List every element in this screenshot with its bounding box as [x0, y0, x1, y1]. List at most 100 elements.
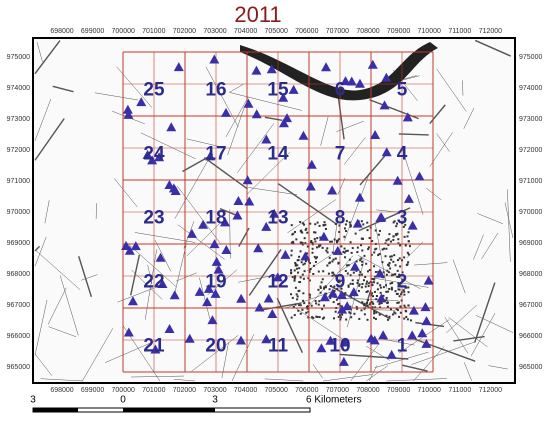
x-coordinate-label: 705000 — [265, 387, 288, 394]
urban-block — [315, 315, 318, 318]
urban-block — [328, 256, 331, 259]
cell-number: 1 — [397, 335, 408, 356]
urban-block — [379, 306, 382, 309]
roads — [34, 39, 514, 382]
x-coordinate-label: 704000 — [234, 387, 257, 394]
urban-block — [385, 314, 388, 317]
urban-block — [320, 281, 323, 284]
sample-point — [339, 337, 350, 347]
y-coordinate-label: 966000 — [519, 333, 542, 340]
urban-block — [303, 270, 306, 273]
sample-point — [392, 175, 403, 185]
road — [429, 104, 446, 125]
urban-block — [349, 225, 352, 228]
road — [307, 255, 354, 308]
urban-block — [291, 233, 294, 236]
y-coordinate-label: 968000 — [7, 271, 30, 278]
sample-point — [136, 97, 147, 107]
sample-point — [272, 272, 283, 282]
urban-block — [383, 247, 386, 250]
road — [474, 282, 496, 343]
urban-block — [299, 220, 302, 223]
urban-block — [333, 317, 336, 320]
urban-block — [302, 299, 305, 302]
urban-block — [319, 285, 322, 288]
urban-block — [397, 238, 400, 241]
urban-block — [367, 285, 370, 288]
urban-block — [302, 222, 305, 225]
urban-block — [407, 261, 410, 264]
sample-point — [282, 113, 293, 123]
road — [131, 269, 163, 300]
road — [140, 132, 196, 160]
urban-block — [321, 308, 324, 311]
urban-block — [294, 303, 297, 306]
urban-block — [335, 239, 338, 242]
sample-point — [243, 98, 254, 108]
urban-block — [385, 239, 388, 242]
sample-point — [325, 335, 336, 345]
urban-block — [386, 263, 389, 266]
x-coordinate-label: 708000 — [356, 28, 379, 35]
urban-block — [326, 251, 329, 254]
road — [264, 378, 304, 382]
sample-point — [233, 196, 244, 206]
road — [258, 302, 302, 312]
road — [34, 353, 53, 376]
sample-point — [150, 344, 161, 354]
urban-block — [341, 313, 344, 316]
urban-block — [329, 240, 332, 243]
urban-block — [336, 287, 339, 290]
urban-block — [387, 238, 390, 241]
urban-block — [322, 317, 325, 320]
scale-label: 0 — [120, 395, 126, 406]
urban-block — [370, 281, 373, 284]
x-coordinate-label: 709000 — [387, 28, 410, 35]
urban-block — [361, 301, 364, 304]
cell-number: 9 — [335, 271, 346, 292]
urban-block — [405, 315, 408, 318]
urban-block — [399, 265, 402, 268]
urban-block — [379, 291, 382, 294]
x-coordinate-label: 699000 — [81, 28, 104, 35]
urban-block — [373, 310, 376, 313]
urban-block — [396, 293, 399, 296]
urban-block — [358, 317, 361, 320]
urban-block — [308, 279, 311, 282]
sample-point — [221, 245, 232, 255]
urban-block — [399, 244, 402, 247]
urban-block — [366, 280, 369, 283]
urban-block — [377, 254, 380, 257]
y-coordinate-label: 975000 — [7, 54, 30, 61]
x-coordinate-label: 705000 — [265, 28, 288, 35]
sample-point — [210, 288, 221, 298]
urban-block — [378, 303, 381, 306]
road — [386, 378, 447, 382]
urban-block — [311, 241, 314, 244]
road — [264, 116, 283, 122]
urban-block — [407, 291, 410, 294]
road — [366, 365, 388, 382]
urban-block — [395, 308, 398, 311]
urban-block — [379, 284, 382, 287]
urban-block — [294, 230, 297, 233]
urban-block — [393, 311, 396, 314]
urban-block — [373, 251, 376, 254]
x-coordinate-label: 707000 — [326, 387, 349, 394]
sample-point — [198, 219, 209, 229]
urban-block — [404, 244, 407, 247]
urban-block — [368, 237, 371, 240]
urban-block — [303, 302, 306, 305]
road — [113, 178, 138, 208]
road — [446, 304, 477, 334]
urban-block — [356, 246, 359, 249]
cell-number: 8 — [335, 207, 346, 228]
road — [401, 148, 424, 215]
road — [462, 80, 464, 96]
x-coordinate-label: 703000 — [203, 28, 226, 35]
urban-block — [398, 257, 401, 260]
urban-block — [407, 304, 410, 307]
road — [448, 317, 488, 348]
urban-block — [305, 311, 308, 314]
urban-block — [355, 260, 358, 263]
